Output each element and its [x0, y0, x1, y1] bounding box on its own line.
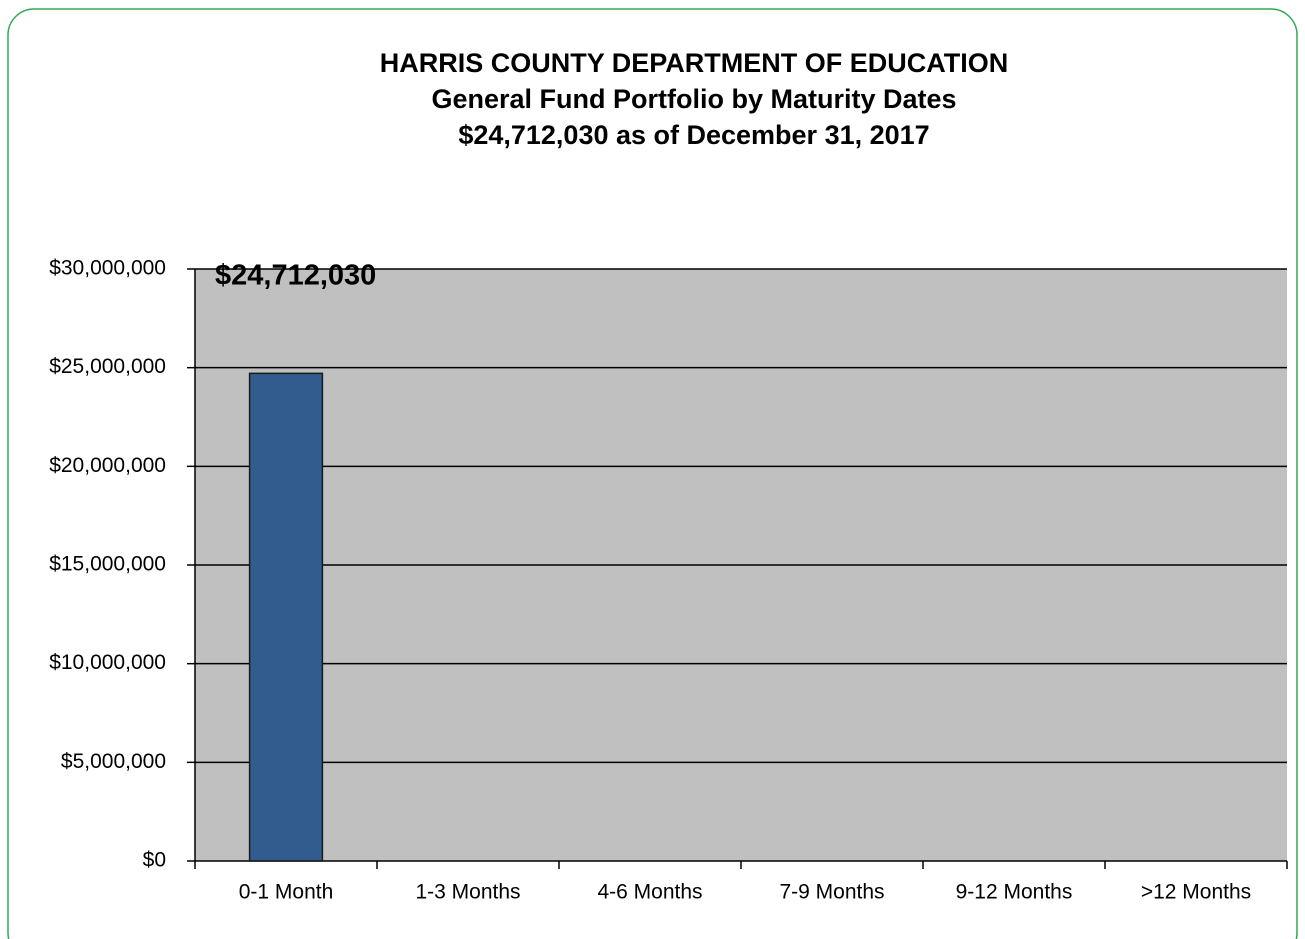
y-tick-label: $10,000,000 [49, 651, 166, 674]
y-tick-label: $30,000,000 [49, 257, 166, 280]
x-tick-label: 7-9 Months [779, 881, 884, 904]
y-tick-label: $20,000,000 [49, 454, 166, 477]
bar [248, 372, 324, 862]
x-tick-label: 4-6 Months [597, 881, 702, 904]
chart-subtitle: $24,712,030 as of December 31, 2017 [458, 120, 929, 150]
x-tick-label: 1-3 Months [415, 881, 520, 904]
x-tick-label: >12 Months [1141, 881, 1251, 904]
x-tick-label: 9-12 Months [956, 881, 1073, 904]
y-tick-label: $5,000,000 [61, 750, 166, 773]
x-tick-label: 0-1 Month [239, 881, 334, 904]
chart-title: HARRIS COUNTY DEPARTMENT OF EDUCATION [380, 48, 1009, 78]
y-tick-label: $0 [143, 849, 166, 872]
data-label: $24,712,030 [215, 260, 376, 292]
chart-subtitle: General Fund Portfolio by Maturity Dates [431, 84, 956, 114]
y-tick-label: $15,000,000 [49, 553, 166, 576]
y-tick-label: $25,000,000 [49, 355, 166, 378]
